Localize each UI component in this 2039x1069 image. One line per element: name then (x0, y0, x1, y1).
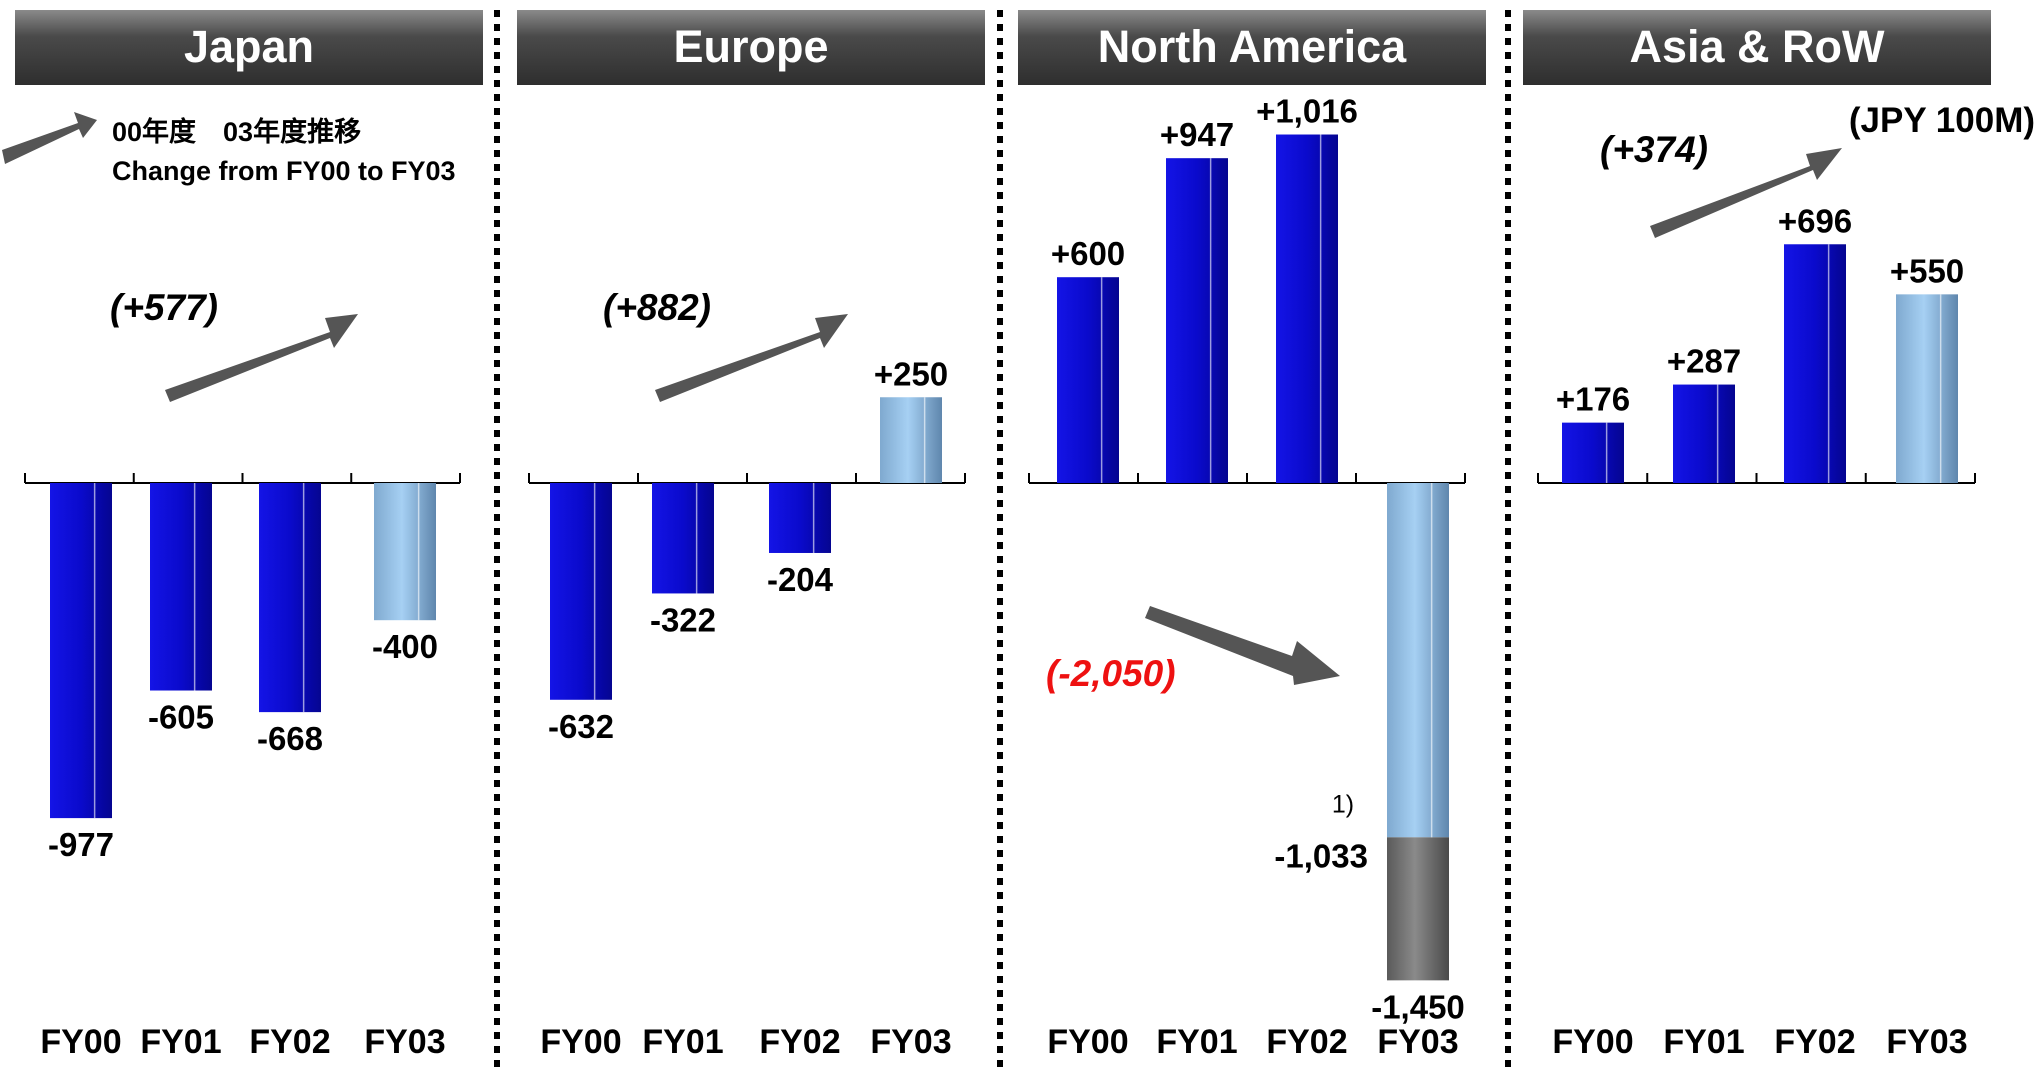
japan-bar-fy03 (374, 483, 436, 621)
asia-row-category-label-fy03: FY03 (1886, 1023, 1967, 1061)
legend-line1: 00年度 03年度推移 (112, 116, 361, 147)
japan-header (15, 10, 483, 85)
north-america-change-label: (-2,050) (1046, 653, 1176, 694)
europe-change-label: (+882) (603, 287, 711, 328)
north-america-category-label-fy02: FY02 (1266, 1023, 1347, 1061)
north-america-category-label-fy01: FY01 (1156, 1023, 1237, 1061)
europe-value-label-fy03: +250 (874, 355, 948, 392)
europe-value-label-fy00: -632 (548, 708, 614, 745)
north-america-bar-fy02 (1276, 134, 1338, 483)
japan-title: Japan (184, 21, 314, 72)
japan-change-label: (+577) (110, 287, 218, 328)
japan-category-label-fy00: FY00 (40, 1023, 121, 1061)
north-america-bar-fy03-segment-2 (1387, 837, 1449, 981)
europe-value-label-fy01: -322 (650, 601, 716, 638)
asia-row-value-label-fy03: +550 (1890, 252, 1964, 289)
north-america-category-label-fy00: FY00 (1047, 1023, 1128, 1061)
legend-arrow-icon (2, 112, 97, 164)
japan-category-label-fy02: FY02 (249, 1023, 330, 1061)
asia-row-category-label-fy00: FY00 (1552, 1023, 1633, 1061)
north-america-value-label-fy01: +947 (1160, 116, 1234, 153)
north-america-title: North America (1098, 21, 1407, 72)
japan-change-arrow-icon (165, 314, 358, 402)
asia-row-change-label: (+374) (1600, 129, 1708, 170)
north-america-segment-label: -1,033 (1274, 837, 1368, 874)
europe-header (517, 10, 985, 85)
japan-bar-fy01 (150, 483, 212, 691)
legend-line2: Change from FY00 to FY03 (112, 156, 456, 186)
europe-value-label-fy02: -204 (767, 561, 834, 598)
asia-row-category-label-fy01: FY01 (1663, 1023, 1744, 1061)
north-america-value-label-fy00: +600 (1051, 235, 1125, 272)
asia-row-bar-fy03 (1896, 294, 1958, 483)
europe-category-label-fy01: FY01 (642, 1023, 723, 1061)
unit-label: (JPY 100M) (1849, 101, 2035, 140)
japan-category-label-fy03: FY03 (364, 1023, 445, 1061)
japan-value-label-fy02: -668 (257, 720, 323, 757)
europe-category-label-fy03: FY03 (870, 1023, 951, 1061)
europe-change-arrow-icon (655, 314, 848, 402)
asia-row-header (1523, 10, 1991, 85)
asia-row-title: Asia & RoW (1629, 21, 1885, 72)
europe-category-label-fy02: FY02 (759, 1023, 840, 1061)
asia-row-change-arrow-icon (1650, 148, 1842, 238)
north-america-change-arrow-icon (1145, 606, 1340, 685)
europe-bar-fy00 (550, 483, 612, 700)
japan-bar-fy00 (50, 483, 112, 819)
japan-value-label-fy00: -977 (48, 826, 114, 863)
north-america-category-label-fy03: FY03 (1377, 1023, 1458, 1061)
japan-category-label-fy01: FY01 (140, 1023, 221, 1061)
japan-bar-fy02 (259, 483, 321, 713)
asia-row-bar-fy00 (1562, 422, 1624, 483)
japan-value-label-fy01: -605 (148, 699, 214, 736)
north-america-bar-fy00 (1057, 277, 1119, 483)
europe-bar-fy01 (652, 483, 714, 594)
asia-row-bar-fy01 (1673, 384, 1735, 483)
europe-bar-fy03 (880, 397, 942, 483)
europe-title: Europe (673, 21, 828, 72)
north-america-bar-fy03-segment-1 (1387, 483, 1449, 838)
north-america-header (1018, 10, 1486, 85)
asia-row-value-label-fy01: +287 (1667, 343, 1741, 380)
asia-row-bar-fy02 (1784, 244, 1846, 483)
north-america-value-label-fy02: +1,016 (1256, 93, 1358, 130)
asia-row-category-label-fy02: FY02 (1774, 1023, 1855, 1061)
north-america-bar-fy01 (1166, 158, 1228, 483)
north-america-footnote-marker: 1) (1332, 790, 1354, 818)
japan-value-label-fy03: -400 (372, 628, 438, 665)
europe-bar-fy02 (769, 483, 831, 553)
asia-row-value-label-fy00: +176 (1556, 381, 1630, 418)
north-america-value-label-fy03: -1,450 (1371, 988, 1465, 1025)
asia-row-value-label-fy02: +696 (1778, 202, 1852, 239)
europe-category-label-fy00: FY00 (540, 1023, 621, 1061)
